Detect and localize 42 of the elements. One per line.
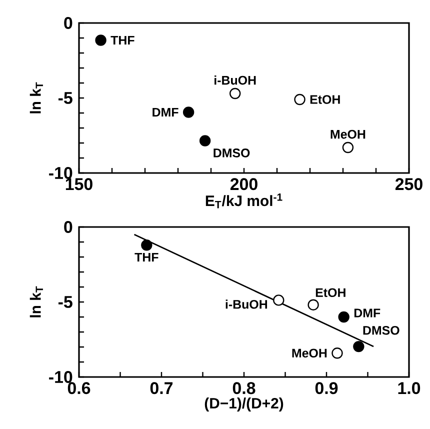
- annotation: i-BuOH: [226, 300, 268, 309]
- point: [308, 299, 319, 310]
- point: [95, 34, 106, 46]
- point: [182, 106, 194, 118]
- x-tick-label: 0.6: [68, 382, 90, 394]
- y-tick-label: 0: [64, 221, 72, 233]
- x-tick-label: 250: [395, 178, 422, 190]
- y-tick-label: -10: [49, 167, 72, 179]
- x-axis-title: E$_{T}$/kJ mol$^{-1}$: [206, 194, 282, 208]
- x-tick-label: 150: [66, 178, 92, 190]
- annotation: EtOH: [310, 95, 340, 104]
- annotation: THF: [134, 252, 158, 262]
- y-tick-label: -10: [49, 371, 72, 383]
- x-tick-label: 1.0: [398, 382, 420, 394]
- annotation: MeOH: [330, 130, 366, 139]
- annotation: THF: [110, 36, 134, 45]
- point: [199, 135, 211, 146]
- point: [338, 311, 350, 323]
- annotation: DMF: [354, 308, 380, 318]
- x-tick-label: 0.7: [150, 382, 173, 394]
- annotation: DMSO: [214, 148, 250, 158]
- point: [342, 142, 354, 154]
- annotation: EtOH: [316, 288, 346, 298]
- point: [353, 340, 364, 352]
- y-tick-label: -5: [58, 296, 72, 308]
- y-tick-label: -5: [58, 92, 72, 104]
- y-tick-label: 0: [64, 17, 72, 29]
- point: [273, 294, 284, 306]
- point: [294, 94, 306, 106]
- x-tick-label: 0.9: [315, 382, 338, 394]
- point: [229, 88, 241, 100]
- annotation: i-BuOH: [214, 76, 256, 85]
- annotation: MeOH: [292, 348, 327, 358]
- point: [332, 348, 343, 359]
- x-tick-label: 200: [230, 178, 258, 190]
- annotation: DMF: [152, 108, 178, 117]
- annotation: DMSO: [363, 326, 400, 335]
- y-axis-title: ln k$_{T}$: [30, 286, 43, 318]
- x-axis-title: (D−1)/(D+2): [204, 398, 284, 412]
- point: [141, 240, 152, 251]
- x-tick-label: 0.8: [232, 382, 256, 394]
- y-axis-title: ln k$_{T}$: [30, 82, 43, 114]
